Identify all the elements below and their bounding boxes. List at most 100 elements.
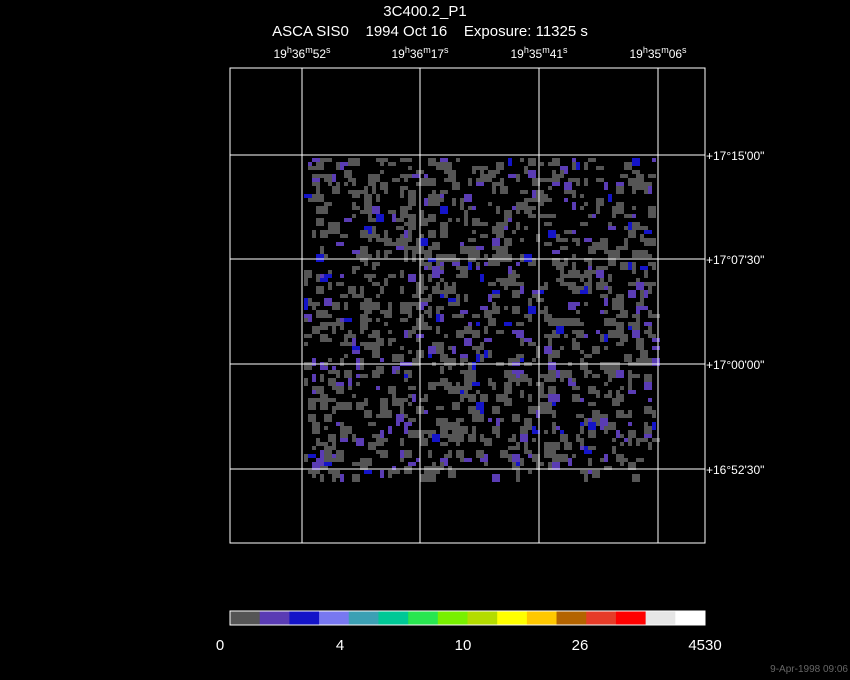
image-pixel <box>484 306 488 310</box>
image-pixel <box>512 278 516 282</box>
colorbar-segment <box>467 611 498 625</box>
image-pixel <box>516 282 520 286</box>
image-pixel <box>316 326 324 330</box>
image-pixel <box>452 390 460 394</box>
image-pixel <box>460 202 464 210</box>
image-pixel <box>640 226 648 230</box>
image-pixel <box>556 318 564 326</box>
image-pixel <box>436 254 444 262</box>
image-pixel <box>572 454 576 458</box>
image-pixel <box>524 254 532 262</box>
image-pixel <box>520 358 524 362</box>
image-pixel <box>644 422 648 430</box>
image-pixel <box>504 238 512 246</box>
image-pixel <box>420 306 424 310</box>
image-pixel <box>352 182 356 186</box>
image-pixel <box>520 254 524 262</box>
image-pixel <box>596 270 604 278</box>
image-pixel <box>580 398 584 402</box>
image-pixel <box>612 362 620 370</box>
image-pixel <box>380 430 384 438</box>
image-pixel <box>328 230 332 234</box>
image-pixel <box>488 258 492 266</box>
image-pixel <box>476 354 480 362</box>
image-pixel <box>424 430 432 434</box>
image-pixel <box>564 230 572 234</box>
image-pixel <box>548 334 552 342</box>
image-pixel <box>616 342 624 346</box>
image-pixel <box>508 374 516 382</box>
image-pixel <box>512 454 520 462</box>
image-pixel <box>552 402 556 406</box>
image-pixel <box>408 302 416 306</box>
ra-value: 17 <box>431 47 445 61</box>
image-pixel <box>440 366 444 374</box>
image-pixel <box>312 230 316 238</box>
image-pixel <box>536 346 540 354</box>
colorbar-label: 0 <box>216 637 224 654</box>
image-pixel <box>428 306 432 310</box>
image-pixel <box>524 226 528 230</box>
image-pixel <box>652 338 660 342</box>
image-pixel <box>332 326 336 334</box>
image-pixel <box>472 330 480 338</box>
image-pixel <box>388 302 392 310</box>
image-pixel <box>364 194 372 202</box>
colorbar-label: 10 <box>455 637 472 654</box>
image-pixel <box>636 358 644 366</box>
image-pixel <box>652 358 660 366</box>
image-pixel <box>368 238 372 242</box>
image-pixel <box>360 290 364 298</box>
image-pixel <box>592 270 596 274</box>
image-pixel <box>520 434 528 442</box>
image-pixel <box>400 318 408 322</box>
image-pixel <box>640 438 648 442</box>
image-pixel <box>628 370 632 378</box>
image-pixel <box>448 218 452 222</box>
image-pixel <box>500 186 508 194</box>
image-pixel <box>412 202 416 206</box>
image-pixel <box>612 206 620 210</box>
image-pixel <box>476 322 480 326</box>
image-pixel <box>352 462 360 466</box>
image-pixel <box>348 378 352 386</box>
image-pixel <box>644 322 652 326</box>
image-pixel <box>404 374 408 378</box>
image-pixel <box>360 302 364 310</box>
image-pixel <box>304 458 308 462</box>
image-pixel <box>492 238 500 246</box>
image-pixel <box>648 334 656 338</box>
image-pixel <box>352 250 360 254</box>
image-pixel <box>496 162 504 170</box>
image-pixel <box>632 222 636 230</box>
colorbar-frame <box>229 610 706 626</box>
image-pixel <box>340 474 344 482</box>
image-pixel <box>648 238 656 242</box>
image-pixel <box>640 294 644 302</box>
colorbar-label: 4 <box>336 637 344 654</box>
image-pixel <box>600 238 608 246</box>
image-pixel <box>448 286 456 294</box>
image-pixel <box>420 258 424 266</box>
image-pixel <box>488 322 496 326</box>
image-pixel <box>548 162 556 166</box>
image-pixel <box>604 182 608 190</box>
image-pixel <box>344 302 348 310</box>
image-pixel <box>564 274 568 278</box>
ra-value: 19 <box>273 47 287 61</box>
image-pixel <box>364 410 372 418</box>
ra-unit: h <box>643 45 648 55</box>
image-pixel <box>492 474 500 482</box>
image-pixel <box>440 294 444 298</box>
image-pixel <box>420 314 424 318</box>
image-pixel <box>340 294 348 298</box>
image-pixel <box>476 402 484 410</box>
image-pixel <box>572 238 580 242</box>
image-pixel <box>344 426 352 434</box>
colorbar-segment <box>437 611 468 625</box>
image-pixel <box>628 234 632 238</box>
image-pixel <box>500 418 504 422</box>
image-pixel <box>444 334 448 338</box>
image-pixel <box>612 226 616 230</box>
image-pixel <box>368 218 376 222</box>
